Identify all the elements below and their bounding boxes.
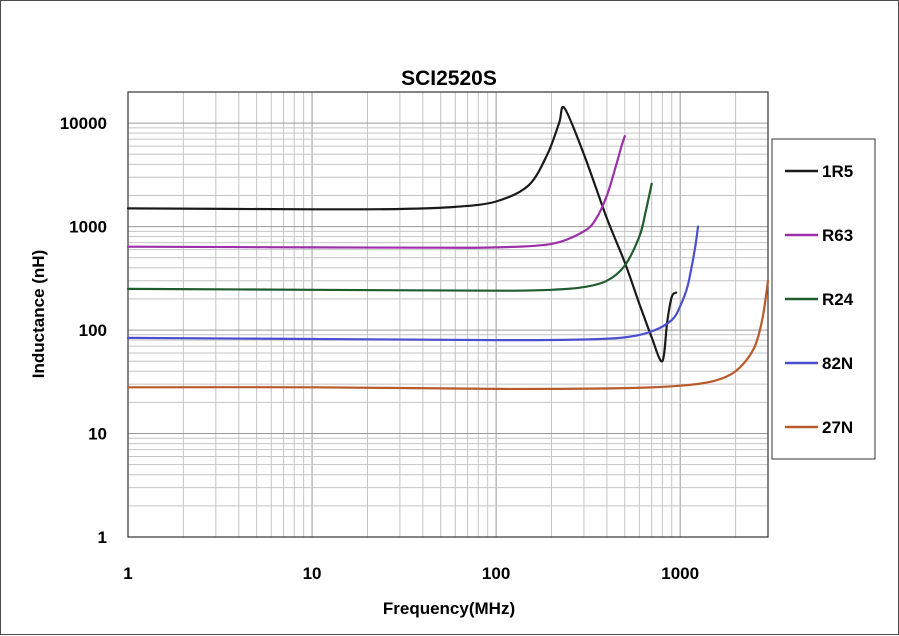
series-line-82N — [126, 225, 700, 342]
x-tick-label: 1000 — [661, 564, 699, 583]
grid — [127, 91, 769, 538]
y-tick-label: 1000 — [69, 218, 107, 237]
y-tick-labels: 1 10 100 1000 10000 — [60, 114, 107, 547]
x-tick-label: 1 — [123, 564, 132, 583]
series-line-27N — [126, 279, 770, 391]
series-lines — [126, 105, 770, 391]
plot-area-border — [127, 91, 769, 538]
legend-label-27N: 27N — [822, 418, 853, 437]
chart-title: SCI2520S — [401, 67, 497, 90]
legend-label-1R5: 1R5 — [822, 162, 853, 181]
legend: 1R5 R63 R24 82N 27N — [785, 162, 854, 437]
series-line-1R5 — [126, 105, 678, 363]
legend-label-R63: R63 — [822, 226, 853, 245]
y-tick-label: 10000 — [60, 114, 107, 133]
legend-label-R24: R24 — [822, 290, 854, 309]
x-tick-label: 100 — [482, 564, 510, 583]
y-tick-label: 100 — [79, 321, 107, 340]
x-tick-label: 10 — [303, 564, 322, 583]
y-tick-label: 1 — [98, 528, 107, 547]
y-axis-label: Inductance (nH) — [29, 250, 48, 378]
series-line-R24 — [126, 182, 653, 292]
legend-label-82N: 82N — [822, 354, 853, 373]
x-axis-label: Frequency(MHz) — [383, 599, 515, 618]
y-tick-label: 10 — [88, 425, 107, 444]
series-line-R63 — [126, 135, 626, 249]
x-tick-labels: 1 10 100 1000 — [123, 564, 699, 583]
